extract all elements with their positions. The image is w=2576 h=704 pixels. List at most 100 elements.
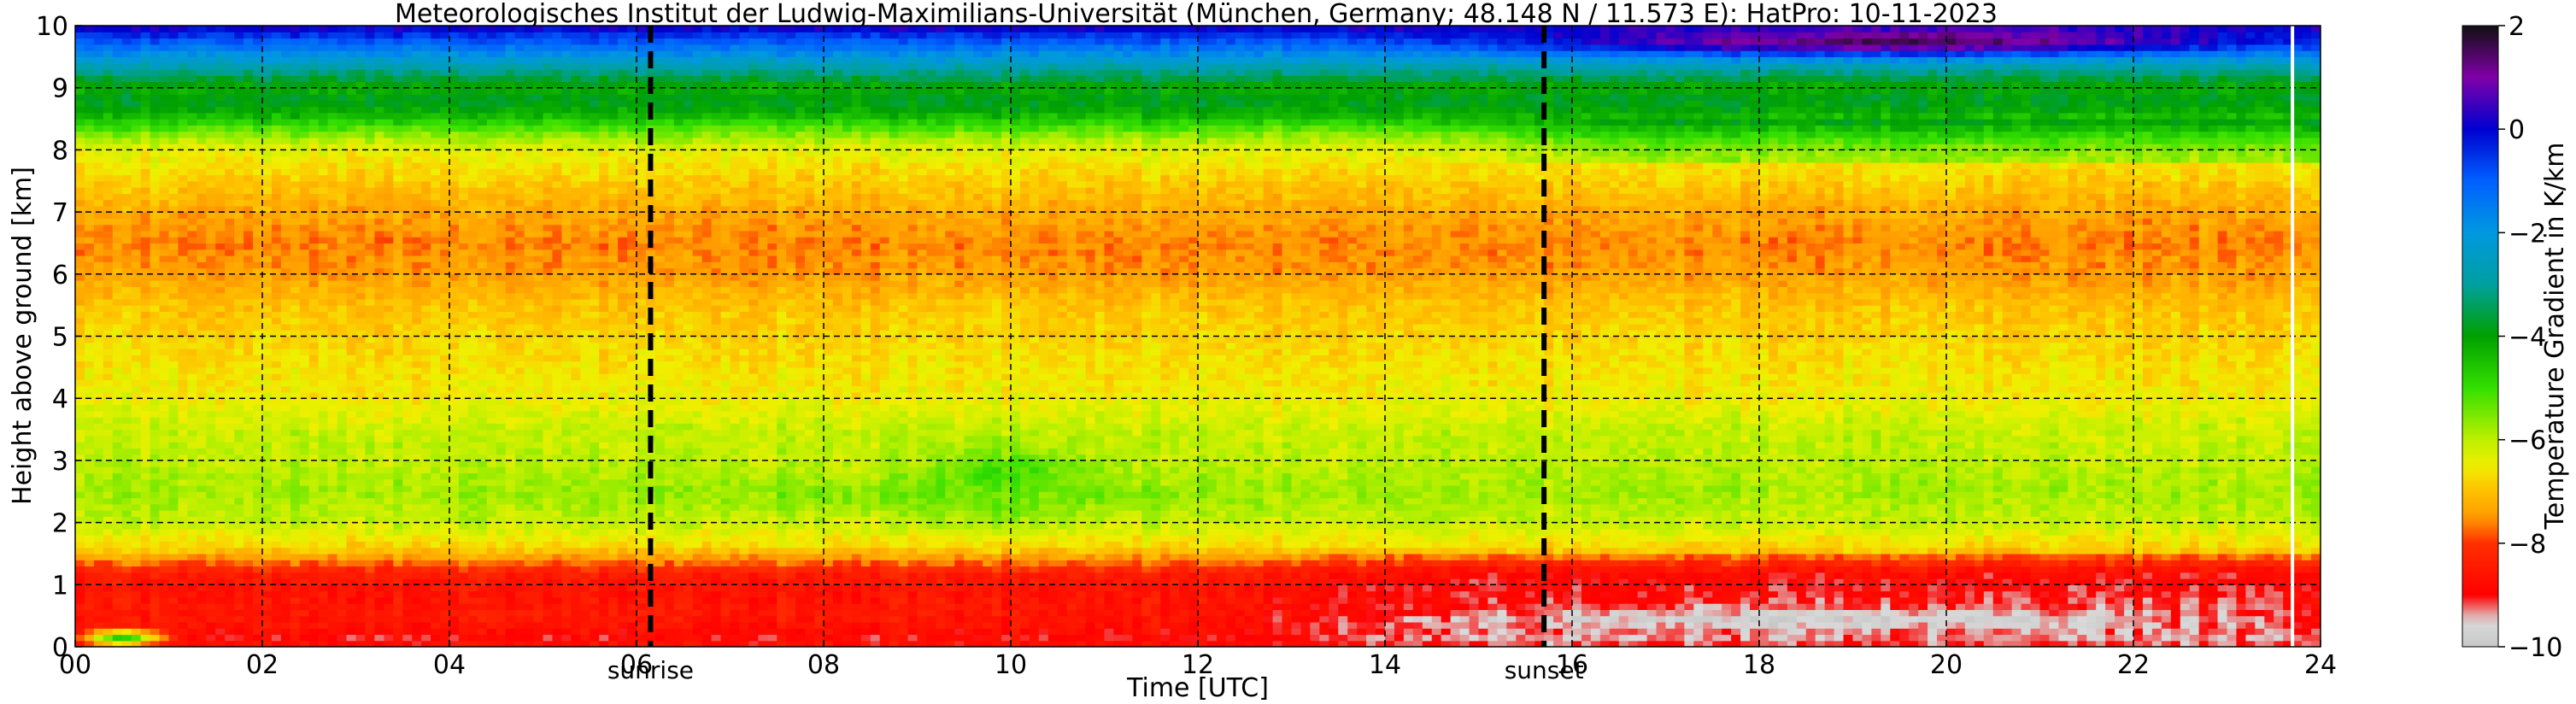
- heatmap-cell: [1805, 578, 1816, 585]
- heatmap-cell: [1038, 566, 1049, 573]
- heatmap-cell: [654, 541, 666, 549]
- heatmap-cell: [1366, 547, 1376, 554]
- heatmap-cell: [1459, 541, 1470, 549]
- heatmap-cell: [1506, 578, 1517, 585]
- heatmap-cell: [795, 566, 806, 573]
- heatmap-cell: [1656, 628, 1667, 636]
- heatmap-cell: [384, 590, 394, 598]
- heatmap-cell: [618, 615, 628, 623]
- heatmap-cell: [1291, 541, 1302, 549]
- heatmap-cell: [2058, 572, 2068, 579]
- heatmap-cell: [1422, 621, 1433, 629]
- heatmap-cell: [898, 528, 909, 536]
- heatmap-cell: [2208, 522, 2219, 530]
- heatmap-cell: [2208, 547, 2219, 554]
- heatmap-cell: [1777, 584, 1788, 592]
- heatmap-cell: [412, 560, 422, 567]
- heatmap-cell: [954, 528, 965, 536]
- heatmap-cell: [1132, 566, 1142, 573]
- heatmap-cell: [1123, 609, 1133, 617]
- heatmap-cell: [2105, 522, 2115, 530]
- heatmap-cell: [365, 590, 375, 598]
- heatmap-cell: [2236, 547, 2246, 554]
- heatmap-cell: [1488, 628, 1498, 636]
- heatmap-cell: [178, 535, 188, 543]
- heatmap-cell: [2161, 615, 2172, 623]
- heatmap-cell: [1235, 615, 1246, 623]
- heatmap-cell: [590, 628, 600, 636]
- heatmap-cell: [711, 615, 722, 623]
- heatmap-cell: [187, 547, 197, 554]
- heatmap-cell: [2011, 584, 2022, 592]
- heatmap-cell: [777, 566, 787, 573]
- heatmap-cell: [1357, 566, 1367, 573]
- heatmap-cell: [739, 566, 749, 573]
- heatmap-cell: [795, 553, 815, 560]
- heatmap-cell: [365, 541, 375, 549]
- heatmap-cell: [2030, 572, 2051, 579]
- heatmap-cell: [1506, 634, 1517, 642]
- heatmap-cell: [2311, 634, 2321, 642]
- heatmap-cell: [234, 584, 244, 592]
- heatmap-cell: [1488, 609, 1498, 617]
- heatmap-cell: [1534, 609, 1545, 617]
- heatmap-cell: [112, 640, 123, 647]
- heatmap-cell: [402, 615, 413, 623]
- heatmap-cell: [168, 553, 179, 560]
- heatmap-cell: [954, 522, 965, 530]
- heatmap-cell: [2142, 603, 2153, 610]
- heatmap-cell: [262, 566, 273, 573]
- heatmap-cell: [1881, 603, 1891, 610]
- heatmap-cell: [2124, 628, 2134, 636]
- heatmap-cell: [552, 535, 562, 543]
- heatmap-cell: [197, 609, 207, 617]
- heatmap-cell: [505, 535, 516, 543]
- heatmap-cell: [1890, 596, 1900, 604]
- heatmap-cell: [1563, 553, 1573, 560]
- heatmap-cell: [543, 628, 554, 636]
- heatmap-cell: [1572, 560, 1582, 567]
- heatmap-cell: [1057, 584, 1068, 592]
- heatmap-cell: [308, 516, 320, 524]
- heatmap-cell: [599, 528, 609, 536]
- heatmap-cell: [1881, 547, 1891, 554]
- heatmap-cell: [1216, 566, 1227, 573]
- heatmap-cell: [467, 584, 478, 592]
- heatmap-cell: [1085, 596, 1096, 604]
- heatmap-cell: [1412, 603, 1423, 610]
- heatmap-cell: [1094, 566, 1106, 573]
- heatmap-cell: [84, 566, 95, 573]
- heatmap-cell: [1366, 621, 1376, 629]
- heatmap-cell: [1890, 584, 1900, 592]
- heatmap-cell: [1712, 615, 1722, 623]
- heatmap-cell: [1376, 628, 1386, 636]
- heatmap-cell: [486, 541, 497, 549]
- heatmap-cell: [2255, 516, 2265, 524]
- heatmap-cell: [1992, 541, 2004, 549]
- heatmap-cell: [477, 553, 488, 560]
- heatmap-cell: [580, 547, 590, 554]
- heatmap-cell: [1740, 596, 1751, 604]
- heatmap-cell: [1085, 528, 1096, 536]
- heatmap-cell: [2292, 634, 2303, 642]
- heatmap-cell: [1890, 560, 1900, 567]
- heatmap-cell: [2217, 628, 2228, 636]
- heatmap-cell: [1198, 640, 1208, 647]
- heatmap-cell: [1618, 615, 1629, 623]
- heatmap-cell: [1132, 584, 1142, 592]
- heatmap-cell: [384, 553, 394, 560]
- heatmap-cell: [431, 590, 441, 598]
- heatmap-cell: [458, 615, 469, 623]
- heatmap-cell: [1553, 640, 1564, 647]
- heatmap-cell: [945, 541, 955, 549]
- heatmap-cell: [1628, 516, 1639, 524]
- heatmap-cell: [112, 634, 123, 642]
- heatmap-cell: [1160, 634, 1171, 642]
- heatmap-cell: [543, 603, 554, 610]
- heatmap-cell: [580, 590, 590, 598]
- heatmap-cell: [1618, 621, 1629, 629]
- heatmap-cell: [140, 584, 151, 592]
- heatmap-cell: [2208, 553, 2219, 560]
- heatmap-cell: [1824, 596, 1835, 604]
- heatmap-cell: [1787, 553, 1798, 560]
